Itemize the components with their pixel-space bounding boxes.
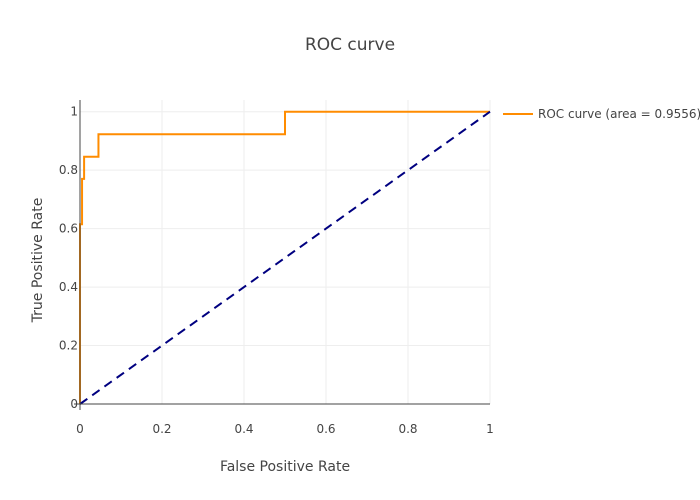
x-tick-label: 0.8 — [398, 422, 417, 436]
y-tick-label: 0.6 — [59, 222, 78, 236]
y-tick-label: 1 — [70, 105, 78, 119]
y-axis-title: True Positive Rate — [30, 198, 46, 324]
chance-diagonal-line — [79, 110, 491, 405]
y-tick-label: 0 — [70, 397, 78, 411]
y-tick-label: 0.2 — [59, 339, 78, 353]
legend: ROC curve (area = 0.9556) — [503, 107, 700, 121]
legend-label: ROC curve (area = 0.9556) — [538, 107, 700, 121]
y-tick-label: 0.8 — [59, 163, 78, 177]
y-tick-label: 0.4 — [59, 280, 78, 294]
x-tick-label: 0.2 — [152, 422, 171, 436]
chart-title: ROC curve — [305, 35, 395, 55]
legend-item[interactable]: ROC curve (area = 0.9556) — [503, 107, 700, 121]
x-tick-label: 1 — [486, 422, 494, 436]
x-tick-label: 0.6 — [316, 422, 335, 436]
text-layer: ROC curve False Positive Rate True Posit… — [30, 35, 395, 475]
grid-layer — [80, 100, 491, 404]
x-axis-title: False Positive Rate — [220, 459, 350, 475]
series-layer — [79, 110, 491, 405]
x-tick-label: 0.4 — [234, 422, 253, 436]
axis-layer: 0 0.2 0.4 0.6 0.8 1 0 0.2 0.4 0.6 0.8 1 — [59, 100, 494, 436]
x-tick-label: 0 — [76, 422, 84, 436]
roc-curve-line — [79, 110, 490, 404]
